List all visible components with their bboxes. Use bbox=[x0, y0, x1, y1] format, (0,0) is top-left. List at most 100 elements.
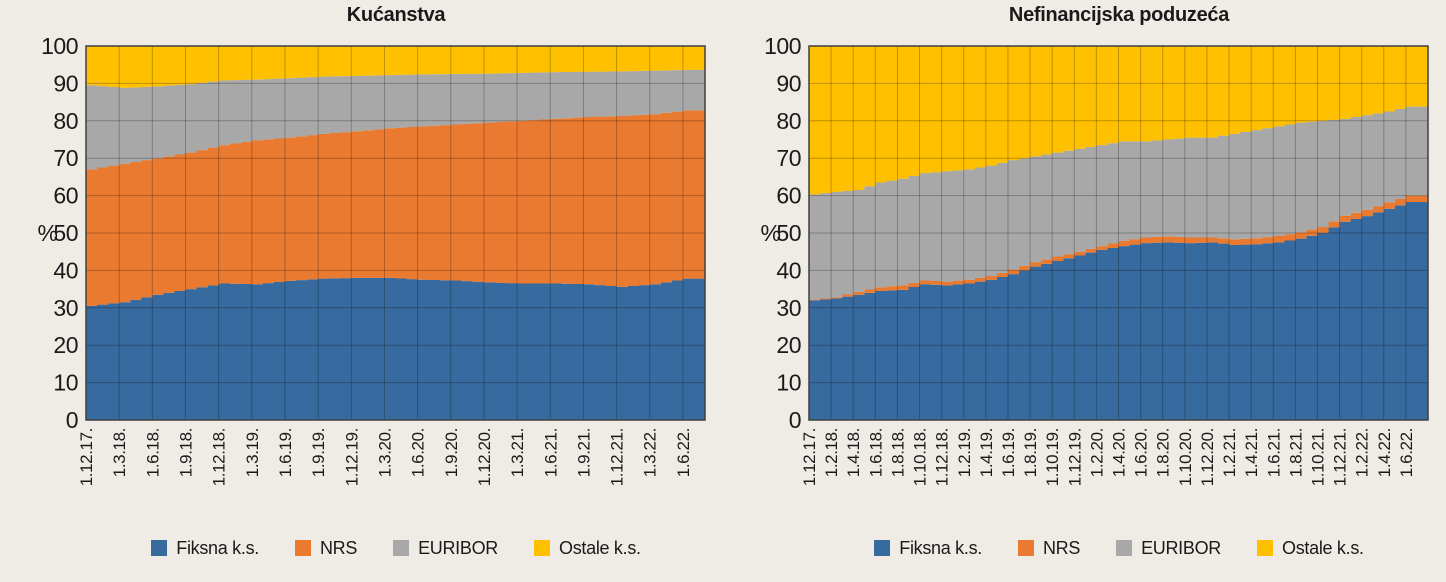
legend-item: EURIBOR bbox=[393, 538, 498, 559]
y-axis-tick-label: 90 bbox=[53, 70, 78, 96]
x-axis-tick-label: 1.3.19. bbox=[243, 428, 262, 477]
legend-label: Ostale k.s. bbox=[559, 537, 641, 558]
legend-swatch-nrs bbox=[1017, 540, 1034, 556]
x-axis-tick-label: 1.2.20. bbox=[1087, 428, 1106, 477]
x-axis-tick-label: 1.9.19. bbox=[309, 428, 328, 477]
x-axis-tick-label: 1.9.18. bbox=[176, 428, 195, 477]
x-axis-tick-label: 1.12.18. bbox=[933, 428, 952, 486]
x-axis-tick-label: 1.12.20. bbox=[475, 428, 494, 486]
x-axis-tick-label: 1.2.18. bbox=[822, 428, 841, 477]
y-axis-tick-label: 20 bbox=[53, 332, 78, 358]
y-axis-unit-label: % bbox=[761, 220, 781, 246]
x-axis-tick-label: 1.3.21. bbox=[508, 428, 527, 477]
plot-border bbox=[808, 45, 1429, 421]
y-axis-tick-label: 0 bbox=[789, 407, 801, 433]
x-axis-tick-label: 1.4.18. bbox=[844, 428, 863, 477]
y-axis-tick-label: 20 bbox=[776, 332, 801, 358]
x-axis-tick-label: 1.4.22. bbox=[1375, 428, 1394, 477]
legend-item: Fiksna k.s. bbox=[874, 538, 982, 559]
y-axis-tick-label: 10 bbox=[53, 370, 78, 396]
area-nrs bbox=[809, 195, 1428, 301]
x-axis-tick-label: 1.3.20. bbox=[375, 428, 394, 477]
x-axis-tick-label: 1.8.19. bbox=[1021, 428, 1040, 477]
area-euribor bbox=[86, 69, 705, 170]
x-axis-tick-label: 1.2.22. bbox=[1353, 428, 1372, 477]
chart-plot-area: 0 10 20 30 40 50 60 70 80 90 100% 1.12.17. 1.3.18. 1.… bbox=[38, 33, 706, 486]
x-axis-tick-label: 1.6.20. bbox=[409, 428, 428, 477]
x-axis-tick-label: 1.4.20. bbox=[1110, 428, 1129, 477]
area-ostale-k-s bbox=[809, 46, 1428, 195]
chart-title: Nefinancijska poduzeća bbox=[1008, 4, 1230, 26]
y-axis-tick-label: 50 bbox=[776, 220, 801, 246]
y-axis-tick-label: 0 bbox=[66, 407, 78, 433]
legend-label: NRS bbox=[1042, 537, 1081, 558]
x-axis-tick-label: 1.10.20. bbox=[1176, 428, 1195, 486]
x-axis-tick-label: 1.9.20. bbox=[442, 428, 461, 477]
legend-label: EURIBOR bbox=[1141, 537, 1221, 558]
legend-label: NRS bbox=[319, 537, 358, 558]
y-axis-tick-label: 70 bbox=[776, 145, 801, 171]
chart-legend: Fiksna k.s. NRS EURIBOR Ostale k.s. bbox=[66, 531, 726, 565]
y-axis-tick-label: 80 bbox=[53, 108, 78, 134]
y-axis-tick-label: 30 bbox=[53, 295, 78, 321]
x-axis-tick-label: 1.2.21. bbox=[1220, 428, 1239, 477]
x-axis-tick-label: 1.12.19. bbox=[342, 428, 361, 486]
chart-kucanstva: Kućanstva 0 10 20 30 40 50 60 70 80 90 100% 1.12.17… bbox=[38, 4, 726, 565]
x-axis-tick-label: 1.3.22. bbox=[641, 428, 660, 477]
x-axis-tick-label: 1.6.19. bbox=[999, 428, 1018, 477]
chart-nefinancijska-poduzeca: Nefinancijska poduzeća 0 10 20 30 40 50 60 70 80… bbox=[723, 0, 1446, 582]
x-axis-tick-label: 1.4.21. bbox=[1242, 428, 1261, 477]
x-axis-tick-label: 1.6.22. bbox=[674, 428, 693, 477]
y-axis-tick-label: 50 bbox=[53, 220, 78, 246]
legend-item: Fiksna k.s. bbox=[151, 538, 259, 559]
x-axis-tick-label: 1.12.21. bbox=[608, 428, 627, 486]
x-axis-tick-label: 1.6.21. bbox=[541, 428, 560, 477]
x-axis-tick-label: 1.12.17. bbox=[77, 428, 96, 486]
x-axis-tick-label: 1.10.19. bbox=[1043, 428, 1062, 486]
legend-label: Fiksna k.s. bbox=[176, 537, 259, 558]
y-axis-tick-label: 90 bbox=[776, 70, 801, 96]
legend-item: Ostale k.s. bbox=[1257, 538, 1364, 559]
area-fiksna-k-s bbox=[86, 277, 705, 420]
x-axis-tick-label: 1.6.21. bbox=[1264, 428, 1283, 477]
x-axis-tick-label: 1.3.18. bbox=[110, 428, 129, 477]
legend-item: NRS bbox=[294, 537, 358, 559]
x-axis-tick-label: 1.2.19. bbox=[955, 428, 974, 477]
x-axis-tick-label: 1.12.18. bbox=[210, 428, 229, 486]
area-ostale-k-s bbox=[86, 46, 705, 88]
y-axis-tick-label: 70 bbox=[53, 145, 78, 171]
x-axis-tick-label: 1.9.21. bbox=[574, 428, 593, 477]
x-axis-tick-label: 1.10.18. bbox=[911, 428, 930, 486]
legend-swatch-euribor bbox=[393, 540, 410, 556]
x-axis-tick-label: 1.12.20. bbox=[1198, 428, 1217, 486]
y-axis-tick-label: 60 bbox=[53, 183, 78, 209]
x-axis-tick-label: 1.12.19. bbox=[1065, 428, 1084, 486]
area-fiksna-k-s bbox=[809, 201, 1428, 420]
x-axis-tick-label: 1.10.21. bbox=[1308, 428, 1327, 486]
x-axis-tick-label: 1.12.21. bbox=[1331, 428, 1350, 486]
legend-swatch-fiksna-k-s bbox=[874, 540, 891, 556]
legend-swatch-ostale-k-s bbox=[534, 540, 550, 556]
y-axis-tick-label: 40 bbox=[53, 257, 78, 283]
legend-label: Ostale k.s. bbox=[1282, 537, 1364, 558]
x-axis-tick-label: 1.12.17. bbox=[800, 428, 819, 486]
x-axis-tick-label: 1.8.18. bbox=[888, 428, 907, 477]
legend-swatch-fiksna-k-s bbox=[151, 540, 168, 556]
x-axis-tick-label: 1.8.21. bbox=[1286, 428, 1305, 477]
y-axis-tick-label: 60 bbox=[776, 183, 801, 209]
x-axis-tick-label: 1.6.20. bbox=[1132, 428, 1151, 477]
legend-item: NRS bbox=[1017, 537, 1081, 559]
y-axis-tick-label: 10 bbox=[776, 370, 801, 396]
legend-swatch-euribor bbox=[1116, 540, 1133, 556]
x-axis-tick-label: 1.6.18. bbox=[866, 428, 885, 477]
y-axis-tick-label: 40 bbox=[776, 257, 801, 283]
y-axis-tick-label: 80 bbox=[776, 108, 801, 134]
area-euribor bbox=[809, 106, 1428, 300]
chart-title: Kućanstva bbox=[346, 4, 446, 26]
area-nrs bbox=[86, 110, 705, 306]
legend-item: EURIBOR bbox=[1116, 538, 1221, 559]
x-axis-tick-label: 1.6.18. bbox=[143, 428, 162, 477]
legend-label: EURIBOR bbox=[418, 537, 498, 558]
y-axis-tick-label: 30 bbox=[776, 295, 801, 321]
legend-label: Fiksna k.s. bbox=[899, 537, 982, 558]
